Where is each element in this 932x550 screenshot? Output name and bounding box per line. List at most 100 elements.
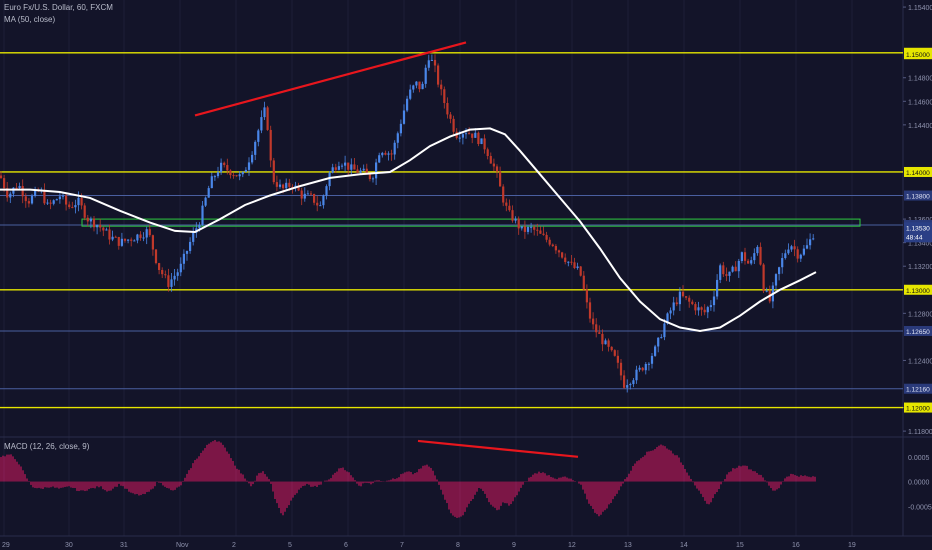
time-tick-label: 19 [848,542,856,549]
candle-body [551,244,554,247]
candle-body [111,236,114,240]
candle-body [158,263,161,270]
candle-body [34,189,37,196]
candle-body [220,162,223,173]
candle-body [489,156,492,164]
candle-body [647,363,650,365]
candle-body [753,253,756,261]
candle-body [430,59,433,61]
time-tick-label: 9 [512,542,516,549]
candle-body [347,162,350,170]
candle-body [309,193,313,195]
candle-body [638,367,641,370]
candle-body [387,153,390,155]
price-trendline[interactable] [194,41,467,117]
candle-body [610,346,613,351]
candle-body [151,235,154,250]
candle-body [520,226,523,229]
candle-body [297,185,300,191]
candle-body [52,200,55,204]
candle-body [306,193,309,195]
candle-body [117,236,120,246]
candle-body [458,137,461,139]
candle-body [802,248,805,255]
candle-body [688,297,691,302]
candle-body [61,195,65,197]
candle-body [46,202,49,204]
ma-line[interactable] [0,127,817,333]
candle-body [461,134,464,138]
candle-body [418,81,421,90]
candle-body [502,186,505,203]
candle-body [71,207,74,209]
level-price-label: 1.14000 [906,170,930,177]
candle-body [778,267,781,275]
candle-body [154,249,158,264]
last-price-label: 1.13530 [906,225,930,232]
candle-body [213,176,216,178]
candle-body [650,355,654,364]
time-tick-label: Nov [176,542,189,549]
price-tick-label: 1.12400 [908,358,932,365]
candle-body [27,201,30,204]
candle-body [182,253,185,264]
candle-body [272,160,275,183]
candle-body [762,264,765,292]
ma-legend[interactable]: MA (50, close) [4,15,56,24]
level-price-label: 1.12650 [906,329,930,336]
candle-body [58,196,61,200]
candle-body [486,149,489,157]
time-tick-label: 16 [792,542,800,549]
macd-legend[interactable]: MACD (12, 26, close, 9) [4,442,90,451]
candle-body [170,279,173,287]
candle-body [353,164,356,170]
macd-tick-label: -0.0005 [908,504,932,511]
candle-body [167,275,170,287]
candle-body [331,167,334,173]
candle-body [43,189,46,204]
candle-body [517,218,520,229]
candle-body [554,246,557,251]
candle-body [616,355,619,363]
candle-body [750,260,753,264]
candle-body [365,168,368,174]
candle-body [613,350,616,356]
candle-body [812,238,815,240]
candle-body [316,202,319,206]
candle-body [511,210,514,221]
candle-body [604,340,607,345]
candle-body [303,193,306,199]
candle-body [588,302,592,319]
candle-body [626,385,629,388]
candle-body [381,152,384,156]
candle-body [471,133,474,138]
candle-body [598,332,601,334]
candle-body [592,318,595,325]
resistance-zone-box[interactable] [81,218,861,227]
candle-body [223,162,226,166]
candle-body [120,238,123,246]
candle-body [629,384,632,386]
candle-body [657,337,660,347]
candle-body [334,167,337,170]
candle-body [337,166,340,170]
macd-trendline[interactable] [417,439,579,458]
candle-body [130,239,133,241]
candle-body [30,195,34,204]
candle-body [108,229,111,240]
candle-body [313,193,316,203]
level-price-tag [904,190,932,201]
candle-body [719,265,722,280]
candle-body [238,174,241,177]
candle-body [390,153,393,155]
candle-body [585,289,588,303]
candle-body [216,172,220,177]
candle-body [319,205,322,207]
candle-body [632,380,635,385]
candle-body [539,230,542,234]
price-tick-label: 1.13400 [908,241,932,248]
candle-body [282,184,285,189]
time-tick-label: 2 [232,542,236,549]
candle-body [350,164,353,170]
